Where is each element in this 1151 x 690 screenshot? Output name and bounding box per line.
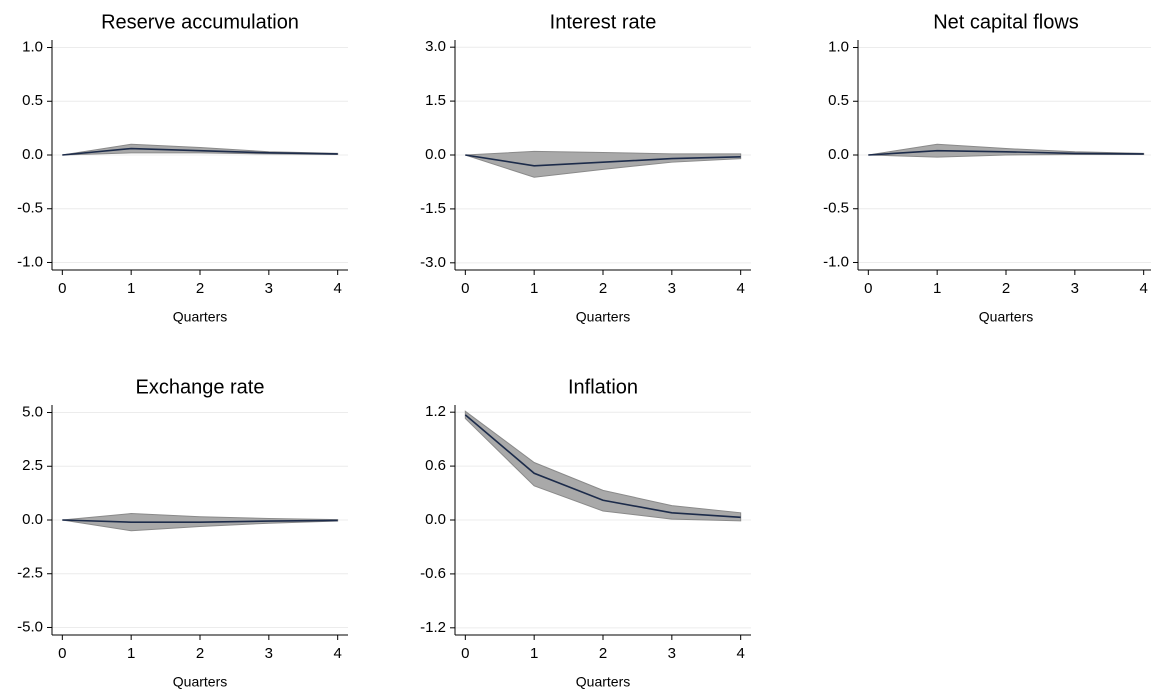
y-tick-label: 0.5 <box>828 92 849 109</box>
panel-title: Interest rate <box>550 11 657 33</box>
y-tick-label: 0.0 <box>425 146 446 163</box>
x-tick-label: 1 <box>127 280 135 297</box>
x-tick-label: 3 <box>1071 280 1079 297</box>
y-tick-label: 0.6 <box>425 457 446 474</box>
x-tick-label: 0 <box>461 280 469 297</box>
y-tick-label: -1.2 <box>420 619 446 636</box>
y-tick-label: 1.0 <box>22 38 43 55</box>
x-tick-label: 0 <box>58 645 66 662</box>
panel: Net capital flows 1.0 0.5 0.0 -0.5 -1.0 0 1 2 3 4 Q… <box>823 11 1151 325</box>
x-tick-label: 0 <box>58 280 66 297</box>
y-tick-label: -5.0 <box>17 618 43 635</box>
y-tick-label: 2.5 <box>22 457 43 474</box>
panel-title: Net capital flows <box>933 11 1079 33</box>
x-tick-label: 2 <box>196 645 204 662</box>
y-tick-label: 1.2 <box>425 403 446 420</box>
x-tick-label: 0 <box>461 645 469 662</box>
x-tick-label: 4 <box>1140 280 1148 297</box>
x-tick-label: 4 <box>334 645 342 662</box>
x-tick-label: 4 <box>737 645 745 662</box>
panel: Interest rate 3.0 1.5 0.0 -1.5 -3.0 0 1 2 3 4 Quart… <box>420 11 751 325</box>
x-tick-label: 1 <box>530 645 538 662</box>
x-tick-label: 3 <box>668 645 676 662</box>
x-tick-label: 2 <box>599 280 607 297</box>
y-tick-label: 0.0 <box>828 146 849 163</box>
y-tick-label: -1.0 <box>17 253 43 270</box>
x-axis-label: Quarters <box>979 309 1033 325</box>
confidence-band <box>465 150 742 178</box>
y-tick-label: 5.0 <box>22 403 43 420</box>
x-axis-label: Quarters <box>173 309 227 325</box>
x-tick-label: 1 <box>127 645 135 662</box>
x-tick-label: 1 <box>933 280 941 297</box>
response-line <box>465 154 741 167</box>
y-tick-label: -2.5 <box>17 565 43 582</box>
x-tick-label: 3 <box>668 280 676 297</box>
y-tick-label: -0.6 <box>420 565 446 582</box>
panel-title: Inflation <box>568 376 638 398</box>
response-line <box>464 414 741 519</box>
x-axis-label: Quarters <box>173 674 227 690</box>
panel: Inflation 1.2 0.6 0.0 -0.6 -1.2 0 1 2 3 4 Quarters <box>420 376 751 690</box>
x-tick-label: 2 <box>1002 280 1010 297</box>
response-line <box>62 147 338 156</box>
x-axis-label: Quarters <box>576 674 630 690</box>
y-tick-label: -0.5 <box>17 200 43 217</box>
x-tick-label: 1 <box>530 280 538 297</box>
x-tick-label: 3 <box>265 280 273 297</box>
y-tick-label: 1.0 <box>828 38 849 55</box>
x-tick-label: 4 <box>334 280 342 297</box>
x-axis-label: Quarters <box>576 309 630 325</box>
x-tick-label: 2 <box>599 645 607 662</box>
y-tick-label: 3.0 <box>425 38 446 55</box>
panel: Exchange rate 5.0 2.5 0.0 -2.5 -5.0 0 1 2 3 4 Quart… <box>17 376 348 690</box>
panel-title: Exchange rate <box>136 376 265 398</box>
panel-title: Reserve accumulation <box>101 11 299 33</box>
x-tick-label: 0 <box>864 280 872 297</box>
x-tick-label: 2 <box>196 280 204 297</box>
response-line <box>868 149 1144 156</box>
x-tick-label: 4 <box>737 280 745 297</box>
panel: Reserve accumulation 1.0 0.5 0.0 -0.5 -1.0 0 1 2… <box>17 11 348 325</box>
y-tick-label: 0.5 <box>22 92 43 109</box>
y-tick-label: -1.5 <box>420 200 446 217</box>
x-tick-label: 3 <box>265 645 273 662</box>
y-tick-label: -3.0 <box>420 254 446 271</box>
y-tick-label: -1.0 <box>823 253 849 270</box>
y-tick-label: 0.0 <box>425 511 446 528</box>
y-tick-label: -0.5 <box>823 200 849 217</box>
confidence-band <box>464 410 742 522</box>
y-tick-label: 0.0 <box>22 146 43 163</box>
response-line <box>62 519 338 523</box>
y-tick-label: 1.5 <box>425 92 446 109</box>
y-tick-label: 0.0 <box>22 511 43 528</box>
